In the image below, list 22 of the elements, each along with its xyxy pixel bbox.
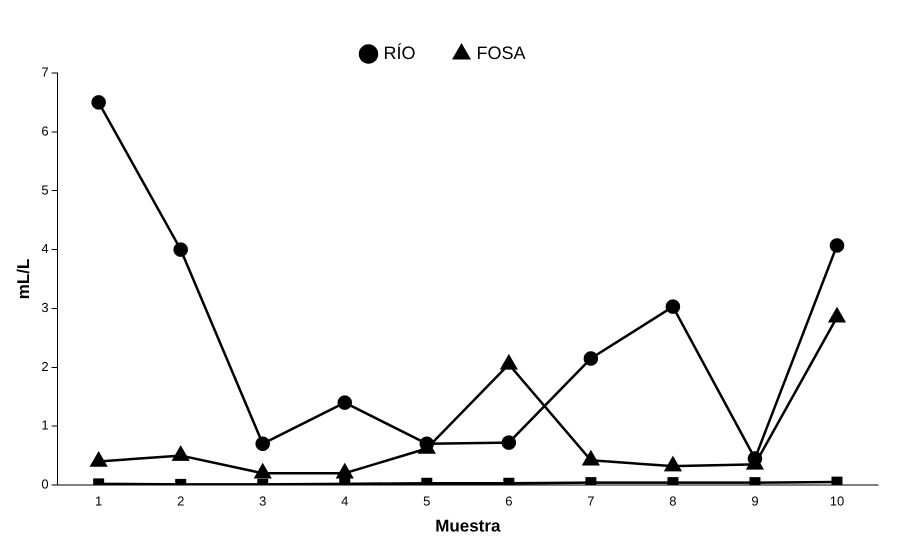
x-tick-label: 9 (751, 493, 759, 508)
y-tick-label: 5 (41, 182, 49, 198)
legend-label: RÍO (383, 42, 416, 63)
y-tick-label: 6 (41, 123, 49, 138)
x-tick-label: 5 (423, 493, 430, 508)
x-tick-label: 6 (505, 493, 512, 508)
x-tick-label: 2 (177, 493, 184, 508)
x-axis-title: Muestra (435, 516, 501, 536)
x-tick-label: 4 (341, 493, 348, 508)
x-tick-label: 3 (259, 493, 266, 508)
y-tick-label: 0 (41, 476, 49, 492)
y-tick-label: 4 (41, 241, 49, 256)
y-tick-label: 7 (41, 64, 49, 80)
x-tick-label: 8 (669, 493, 677, 508)
x-tick-label: 1 (95, 493, 102, 508)
y-tick-label: 3 (41, 300, 49, 316)
x-tick-label: 7 (587, 493, 594, 508)
legend-label: FOSA (476, 42, 526, 63)
y-tick-label: 1 (41, 418, 49, 433)
y-tick-label: 2 (41, 358, 49, 374)
x-tick-label: 10 (830, 493, 844, 508)
y-axis-title: mL/L (14, 258, 33, 300)
